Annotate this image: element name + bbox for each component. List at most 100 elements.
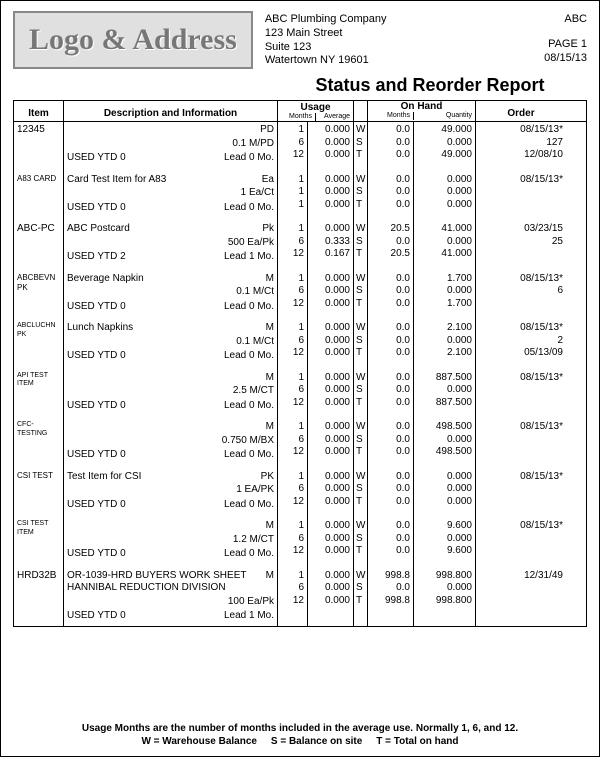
table-row: HRD32BOR-1039-HRD BUYERS WORK SHEET HANN… [14, 568, 586, 626]
logo-text: Logo & Address [29, 23, 237, 57]
logo-block: Logo & Address [13, 11, 253, 69]
onhand-months: 0.00.00.0 [368, 469, 414, 515]
company-suite: Suite 123 [265, 41, 495, 55]
onhand-months: 0.00.00.0 [368, 419, 414, 465]
onhand-qty: 49.0000.00049.000 [414, 122, 476, 168]
usage-months: 1612 [278, 122, 308, 168]
usage-months: 1612 [278, 469, 308, 515]
onhand-months: 0.00.00.0 [368, 122, 414, 168]
order-col: 08/15/13*6 [476, 271, 566, 317]
item-desc: OR-1039-HRD BUYERS WORK SHEET HANNIBAL R… [64, 568, 278, 626]
usage-months: 111 [278, 172, 308, 218]
item-code: 12345 [14, 122, 64, 168]
legend-w: W = Warehouse Balance [141, 736, 257, 747]
col-desc: Description and Information [64, 101, 278, 121]
unit-label: M [266, 273, 274, 286]
item-code: ABCBEVNPK [14, 271, 64, 317]
lead-time: Lead 1 Mo. [224, 251, 274, 264]
usage-months: 1612 [278, 518, 308, 564]
data-table: 12345PD0.1 M/PDUSED YTD 0Lead 0 Mo.16120… [13, 121, 587, 627]
item-desc: ABC PostcardPk500 Ea/PkUSED YTD 2Lead 1 … [64, 221, 278, 267]
item-code: CFC-TESTING [14, 419, 64, 465]
wst-col: WST [354, 172, 368, 218]
desc-text: ABC Postcard [67, 223, 130, 236]
pack-label: 0.1 M/Ct [67, 336, 274, 349]
wst-col: WST [354, 568, 368, 626]
wst-col: WST [354, 518, 368, 564]
lead-time: Lead 0 Mo. [224, 301, 274, 314]
wst-col: WST [354, 122, 368, 168]
onhand-months: 0.00.00.0 [368, 320, 414, 366]
onhand-qty: 2.1000.0002.100 [414, 320, 476, 366]
unit-label: PK [261, 471, 274, 484]
table-row: CFC-TESTINGM0.750 M/BXUSED YTD 0Lead 0 M… [14, 419, 586, 465]
col-usage: Usage Months Average [278, 101, 354, 121]
item-desc: Lunch NapkinsM0.1 M/CtUSED YTD 0Lead 0 M… [64, 320, 278, 366]
usage-avg: 0.0000.0000.000 [308, 122, 354, 168]
unit-label: M [266, 570, 274, 595]
onhand-months: 998.80.0998.8 [368, 568, 414, 626]
item-code: CSI TEST [14, 469, 64, 515]
order-col: 08/15/13* [476, 419, 566, 465]
unit-label: M [266, 322, 274, 335]
order-col: 08/15/13* [476, 172, 566, 218]
desc-text: Lunch Napkins [67, 322, 133, 335]
onhand-months: 0.00.00.0 [368, 271, 414, 317]
report-header: Logo & Address ABC Plumbing Company 123 … [13, 11, 587, 69]
onhand-qty: 41.0000.00041.000 [414, 221, 476, 267]
unit-label: M [266, 520, 274, 533]
order-col: 03/23/1525 [476, 221, 566, 267]
item-code: A83 CARD [14, 172, 64, 218]
onhand-qty: 0.0000.0000.000 [414, 172, 476, 218]
pack-label: 0.750 M/BX [67, 435, 274, 448]
page-number: PAGE 1 [507, 38, 587, 52]
lead-time: Lead 0 Mo. [224, 548, 274, 561]
header-right: ABC PAGE 1 08/15/13 [507, 11, 587, 65]
onhand-qty: 998.8000.000998.800 [414, 568, 476, 626]
col-usage-months: Months [278, 113, 316, 121]
onhand-qty: 887.5000.000887.500 [414, 370, 476, 416]
usage-months: 1612 [278, 370, 308, 416]
col-onhand-label: On Hand [368, 101, 475, 112]
pack-label: 1.2 M/CT [67, 534, 274, 547]
col-usage-avg: Average [316, 113, 353, 121]
company-street: 123 Main Street [265, 27, 495, 41]
table-row: CSI TEST ITEMM1.2 M/CTUSED YTD 0Lead 0 M… [14, 518, 586, 564]
onhand-qty: 498.5000.000498.500 [414, 419, 476, 465]
table-row: ABCBEVNPKBeverage NapkinM0.1 M/CtUSED YT… [14, 271, 586, 317]
usage-avg: 0.0000.0000.000 [308, 469, 354, 515]
usage-avg: 0.0000.0000.000 [308, 271, 354, 317]
usage-months: 1612 [278, 568, 308, 626]
item-desc: M1.2 M/CTUSED YTD 0Lead 0 Mo. [64, 518, 278, 564]
pack-label: 2.5 M/CT [67, 385, 274, 398]
pack-label: 1 Ea/Ct [67, 187, 274, 200]
onhand-months: 20.50.020.5 [368, 221, 414, 267]
col-usage-label: Usage [278, 101, 353, 113]
unit-label: Pk [262, 223, 274, 236]
table-row: ABCLUCHNPKLunch NapkinsM0.1 M/CtUSED YTD… [14, 320, 586, 366]
unit-label: M [266, 421, 274, 434]
usage-avg: 0.0000.0000.000 [308, 568, 354, 626]
desc-text: OR-1039-HRD BUYERS WORK SHEET HANNIBAL R… [67, 570, 266, 595]
wst-col: WST [354, 370, 368, 416]
order-col: 08/15/13* [476, 469, 566, 515]
item-desc: Beverage NapkinM0.1 M/CtUSED YTD 0Lead 0… [64, 271, 278, 317]
footer-note: Usage Months are the number of months in… [13, 722, 587, 735]
col-onhand-months: Months [368, 112, 414, 120]
item-desc: M2.5 M/CTUSED YTD 0Lead 0 Mo. [64, 370, 278, 416]
col-onhand-qty: Quantity [414, 112, 475, 120]
company-name: ABC Plumbing Company [265, 13, 495, 27]
header-code: ABC [507, 13, 587, 27]
usage-months: 1612 [278, 271, 308, 317]
lead-time: Lead 1 Mo. [224, 610, 274, 623]
legend-t: T = Total on hand [376, 736, 458, 747]
order-col: 08/15/13* [476, 370, 566, 416]
pack-label: 0.1 M/PD [67, 138, 274, 151]
wst-col: WST [354, 469, 368, 515]
order-col: 08/15/13*205/13/09 [476, 320, 566, 366]
item-desc: Card Test Item for A83Ea1 Ea/CtUSED YTD … [64, 172, 278, 218]
report-footer: Usage Months are the number of months in… [13, 722, 587, 748]
pack-label: 1 EA/PK [67, 484, 274, 497]
usage-avg: 0.0000.3330.167 [308, 221, 354, 267]
usage-months: 1612 [278, 221, 308, 267]
